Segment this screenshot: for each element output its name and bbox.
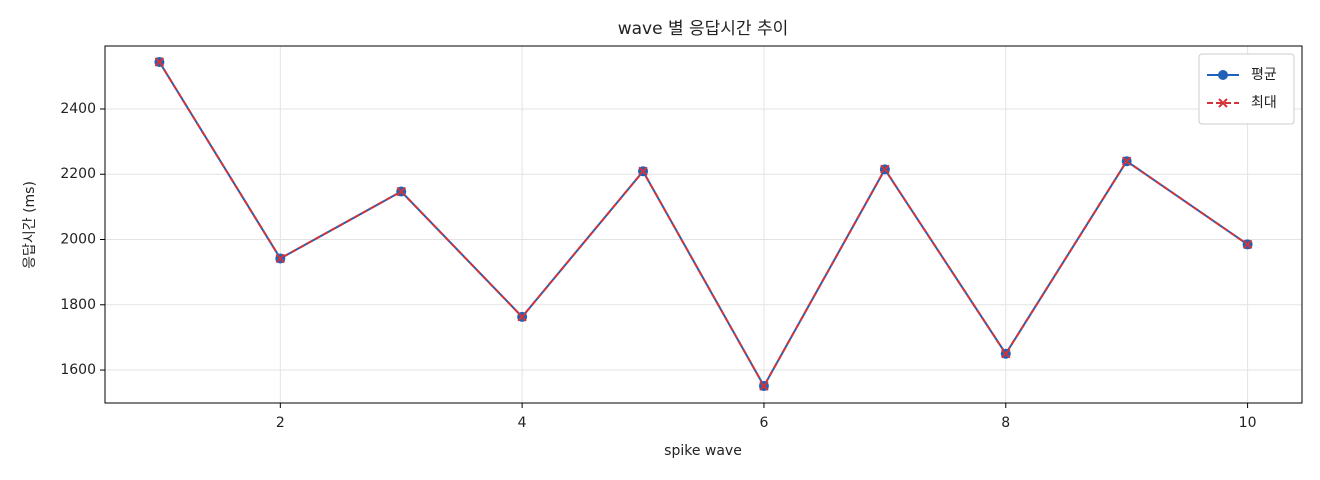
x-tick-label: 10 [1239, 415, 1257, 431]
y-axis-label: 응답시간 (ms) [22, 181, 38, 269]
x-tick-label: 4 [518, 415, 527, 431]
y-tick-label: 1600 [60, 362, 96, 378]
chart-title: wave 별 응답시간 추이 [618, 19, 789, 39]
y-tick-label: 2400 [60, 101, 96, 117]
legend-marker [1218, 98, 1228, 108]
y-tick-label: 1800 [60, 297, 96, 313]
point [759, 381, 769, 391]
x-tick-label: 6 [759, 415, 768, 431]
legend-label: 최대 [1251, 95, 1277, 111]
point [396, 186, 406, 197]
series-line [158, 61, 1249, 389]
plot-frame [104, 45, 1303, 404]
x-axis-label: spike wave [664, 443, 742, 459]
point [638, 166, 648, 177]
y-tick-label: 2200 [60, 166, 96, 182]
point [1001, 349, 1011, 359]
point [275, 253, 286, 264]
point [1121, 156, 1132, 166]
legend-marker [1218, 70, 1228, 80]
y-tick-label: 2000 [60, 232, 96, 248]
point [880, 164, 890, 175]
legend-frame [1198, 53, 1295, 125]
x-tick-label: 2 [276, 415, 285, 431]
series-line [158, 61, 1249, 389]
legend-label: 평균 [1251, 67, 1277, 83]
point [517, 312, 527, 322]
point [1242, 239, 1253, 250]
x-tick-label: 8 [1001, 415, 1010, 431]
point [154, 57, 165, 67]
